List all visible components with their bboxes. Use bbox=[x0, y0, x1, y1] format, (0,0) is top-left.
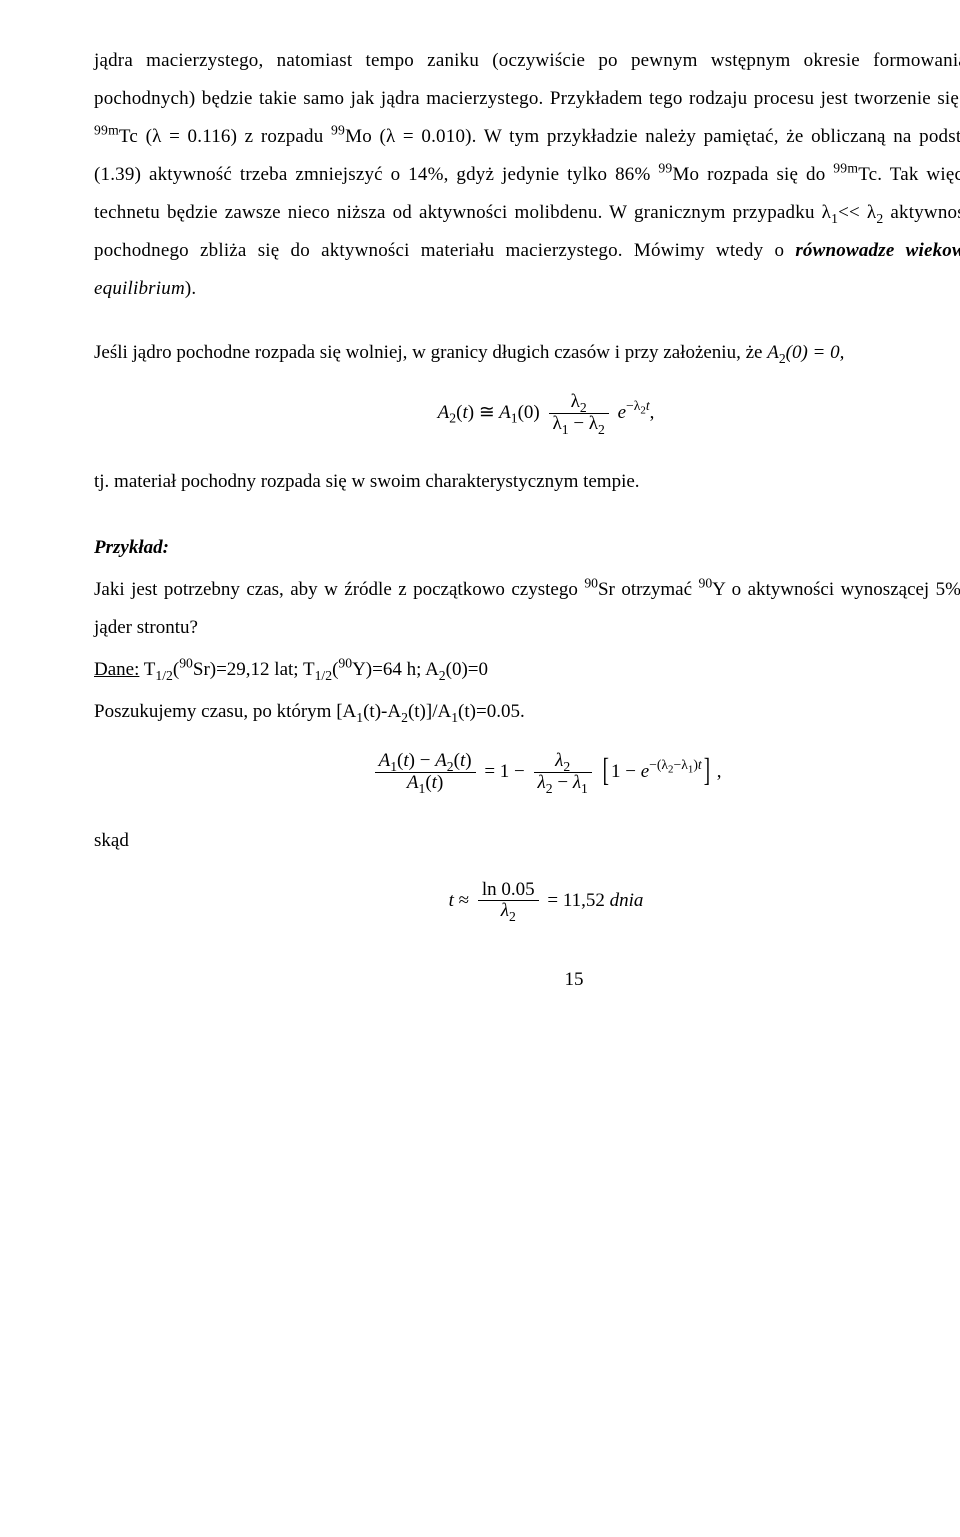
ex-p2-d: (t)=0.05. bbox=[458, 701, 525, 722]
sup-99-2: 99 bbox=[658, 161, 672, 176]
example-heading: Przykład: bbox=[94, 529, 960, 567]
ex-dane-y: Y)=64 h; A bbox=[352, 659, 439, 680]
f141-exp-open: −(λ bbox=[649, 757, 668, 772]
p2-sub2: 2 bbox=[779, 351, 786, 366]
f142-dnia: dnia bbox=[610, 889, 644, 910]
f141-num-b: A bbox=[435, 750, 447, 771]
example-dane: Dane: T1/2(90Sr)=29,12 lat; T1/2(90Y)=64… bbox=[94, 651, 960, 689]
paragraph-1: jądra macierzystego, natomiast tempo zan… bbox=[94, 42, 960, 308]
lbracket-icon: [ bbox=[603, 740, 609, 805]
p1-mo2: Mo rozpada się do bbox=[672, 164, 833, 185]
f140-den-minus: − bbox=[569, 413, 589, 434]
f141-f2-den-b: λ bbox=[573, 772, 581, 793]
f141-f2-den-minus: − bbox=[553, 772, 573, 793]
f142-num: ln 0.05 bbox=[478, 880, 539, 901]
equation-1-42: t ≈ ln 0.05 λ2 = 11,52 dnia (1.42) bbox=[94, 880, 960, 923]
eq-1-42-body: t ≈ ln 0.05 λ2 = 11,52 dnia bbox=[94, 880, 960, 923]
ex-dane: Dane: bbox=[94, 659, 139, 680]
f141-frac1: A1(t) − A2(t) A1(t) bbox=[375, 751, 476, 794]
f140-den-b: λ bbox=[589, 413, 598, 434]
eq-1-41-body: A1(t) − A2(t) A1(t) = 1 − λ2 λ2 − λ1 [1 … bbox=[94, 751, 960, 794]
f141-num-t2: ) − bbox=[409, 750, 436, 771]
equation-1-41: A1(t) − A2(t) A1(t) = 1 − λ2 λ2 − λ1 [1 … bbox=[94, 751, 960, 794]
ex-p2-b: (t)-A bbox=[363, 701, 401, 722]
p1-text: jądra macierzystego, natomiast tempo zan… bbox=[94, 50, 960, 109]
p2-c: (0) = 0, bbox=[786, 342, 845, 363]
f142-approx: ≈ bbox=[454, 889, 474, 910]
f140-exp-prefix: −λ bbox=[626, 398, 640, 413]
f141-one-minus: 1 − bbox=[611, 761, 641, 782]
f140-zero: (0) bbox=[518, 402, 540, 423]
f142-den: λ bbox=[501, 900, 509, 921]
ex-dane-a: T bbox=[139, 659, 155, 680]
ex-p2-a: Poszukujemy czasu, po którym [A bbox=[94, 701, 356, 722]
rbracket-icon: ] bbox=[704, 740, 710, 805]
page-number: 15 bbox=[94, 970, 960, 989]
ex-dane-sr: Sr)=29,12 lat; T bbox=[193, 659, 315, 680]
f140-frac: λ2 λ1 − λ2 bbox=[549, 392, 609, 435]
f140-cong: ≅ bbox=[479, 402, 495, 423]
f140-A1: A bbox=[495, 402, 511, 423]
eq-1-40-body: A2(t) ≅ A1(0) λ2 λ1 − λ2 e−λ2t, bbox=[94, 392, 960, 435]
p2-A: A bbox=[767, 342, 779, 363]
example-line-1: Jaki jest potrzebny czas, aby w źródle z… bbox=[94, 571, 960, 647]
p1-ll: << λ bbox=[838, 202, 876, 223]
example-line-3: Poszukujemy czasu, po którym [A1(t)-A2(t… bbox=[94, 693, 960, 731]
f141-eq: = 1 − bbox=[484, 761, 529, 782]
ex-heading: Przykład: bbox=[94, 537, 169, 558]
f141-exp-var: t bbox=[698, 757, 702, 772]
p1-close: ). bbox=[185, 278, 196, 299]
f141-f2-den-a: λ bbox=[538, 772, 546, 793]
ex-dane-d: (0)=0 bbox=[446, 659, 488, 680]
f142-frac: ln 0.05 λ2 bbox=[478, 880, 539, 923]
sup-99m: 99m bbox=[94, 123, 119, 138]
f141-den-t2: ) bbox=[437, 772, 443, 793]
ex-p1a: Jaki jest potrzebny czas, aby w źródle z… bbox=[94, 579, 584, 600]
f140-A2: A bbox=[438, 402, 450, 423]
p1-tc: Tc (λ = 0.116) z rozpadu bbox=[119, 126, 331, 147]
f141-frac2: λ2 λ2 − λ1 bbox=[534, 751, 592, 794]
skad: skąd bbox=[94, 822, 960, 860]
f140-rp: ) bbox=[468, 402, 479, 423]
f141-e: e bbox=[641, 761, 649, 782]
f140-comma: , bbox=[650, 402, 655, 423]
equation-1-40: A2(t) ≅ A1(0) λ2 λ1 − λ2 e−λ2t, (1.40) bbox=[94, 392, 960, 435]
sup-99: 99 bbox=[331, 123, 345, 138]
f140-den-a: λ bbox=[553, 413, 562, 434]
f141-exp-mid: −λ bbox=[674, 757, 688, 772]
p2-a: Jeśli jądro pochodne rozpada się wolniej… bbox=[94, 342, 767, 363]
f140-num: λ bbox=[571, 391, 580, 412]
paragraph-3: tj. materiał pochodny rozpada się w swoi… bbox=[94, 463, 960, 501]
paragraph-2: Jeśli jądro pochodne rozpada się wolniej… bbox=[94, 334, 960, 372]
f141-comma: , bbox=[712, 761, 722, 782]
ex-p1-sr: Sr otrzymać bbox=[598, 579, 699, 600]
ex-p2-c: (t)]/A bbox=[408, 701, 451, 722]
f140-e: e bbox=[618, 402, 626, 423]
f142-eq: = 11,52 bbox=[547, 889, 609, 910]
f141-num-a: A bbox=[379, 750, 391, 771]
p1-emph: równowadze wiekowej bbox=[795, 240, 960, 261]
sup-99m-2: 99m bbox=[833, 161, 858, 176]
f141-den-a: A bbox=[407, 772, 419, 793]
